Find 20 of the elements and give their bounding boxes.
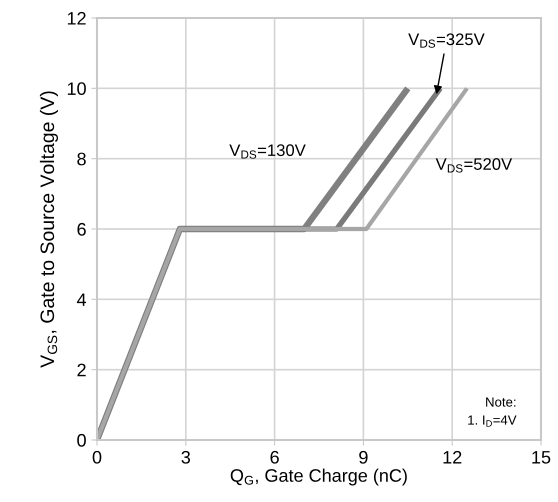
y-axis-title: V$_{GS}$, Gate to Source Voltage (V) — [40, 91, 58, 368]
x-tick-label: 15 — [532, 451, 550, 464]
series-label: V$_{DS}$=520V — [436, 158, 512, 173]
text: V$_{DS}$=325V — [408, 33, 485, 48]
annotation: 1. I$_{D}$=4V — [468, 416, 516, 427]
y-tick-label: 0 — [77, 434, 86, 447]
y-tick-label: 10 — [68, 82, 86, 96]
x-tick-label: 3 — [181, 450, 190, 464]
x-tick-label: 6 — [270, 450, 279, 464]
y-tick-label: 12 — [68, 12, 86, 25]
x-tick-label: 12 — [444, 450, 462, 464]
y-tick-label: 2 — [77, 364, 86, 376]
y-tick-label: 8 — [77, 152, 86, 166]
text: V$_{DS}$=130V — [229, 144, 306, 159]
y-tick-label: 6 — [77, 222, 86, 236]
x-tick-label: 0 — [92, 450, 102, 464]
x-axis-title: Q$_{G}$, Gate Charge (nC) — [230, 468, 407, 486]
x-tick-label: 9 — [359, 450, 368, 464]
y-tick-label: 4 — [76, 293, 86, 306]
annotation: Note: — [486, 397, 516, 407]
